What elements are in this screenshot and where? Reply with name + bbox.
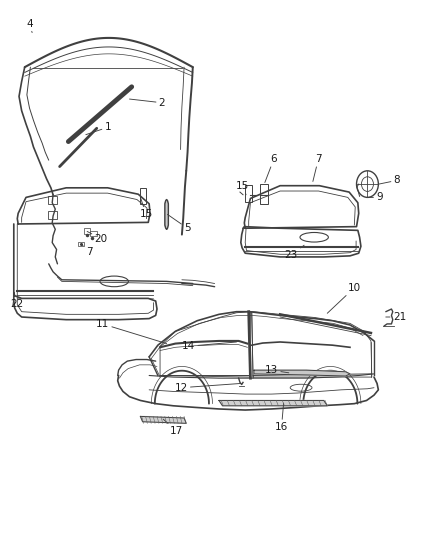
Text: 9: 9 (367, 192, 383, 203)
Text: 12: 12 (174, 383, 241, 393)
Bar (140, 188, 146, 204)
Text: 7: 7 (81, 244, 92, 256)
Polygon shape (254, 370, 350, 376)
Bar (78, 242, 84, 246)
Text: 17: 17 (163, 419, 184, 437)
Polygon shape (141, 416, 186, 423)
Text: 20: 20 (87, 231, 108, 244)
Text: 13: 13 (265, 365, 289, 375)
Text: 4: 4 (26, 19, 33, 33)
Text: 10: 10 (327, 283, 361, 313)
Text: 5: 5 (167, 214, 191, 233)
Text: 8: 8 (379, 175, 400, 185)
Text: 11: 11 (96, 319, 166, 344)
Text: 14: 14 (182, 341, 237, 351)
Bar (245, 184, 252, 201)
Polygon shape (219, 400, 327, 406)
Text: 7: 7 (313, 154, 321, 181)
Bar (90, 231, 97, 236)
Text: 21: 21 (386, 312, 406, 322)
Text: 15: 15 (140, 197, 153, 220)
Polygon shape (165, 199, 168, 229)
Bar (261, 183, 268, 204)
Bar (48, 196, 57, 204)
Text: 1: 1 (86, 122, 111, 135)
Text: 15: 15 (236, 181, 249, 195)
Text: 2: 2 (130, 98, 166, 108)
Text: 23: 23 (285, 245, 304, 260)
Bar (84, 228, 90, 233)
Text: 6: 6 (265, 154, 277, 182)
Bar (48, 211, 57, 219)
Text: 16: 16 (275, 403, 288, 432)
Text: 22: 22 (11, 296, 24, 309)
